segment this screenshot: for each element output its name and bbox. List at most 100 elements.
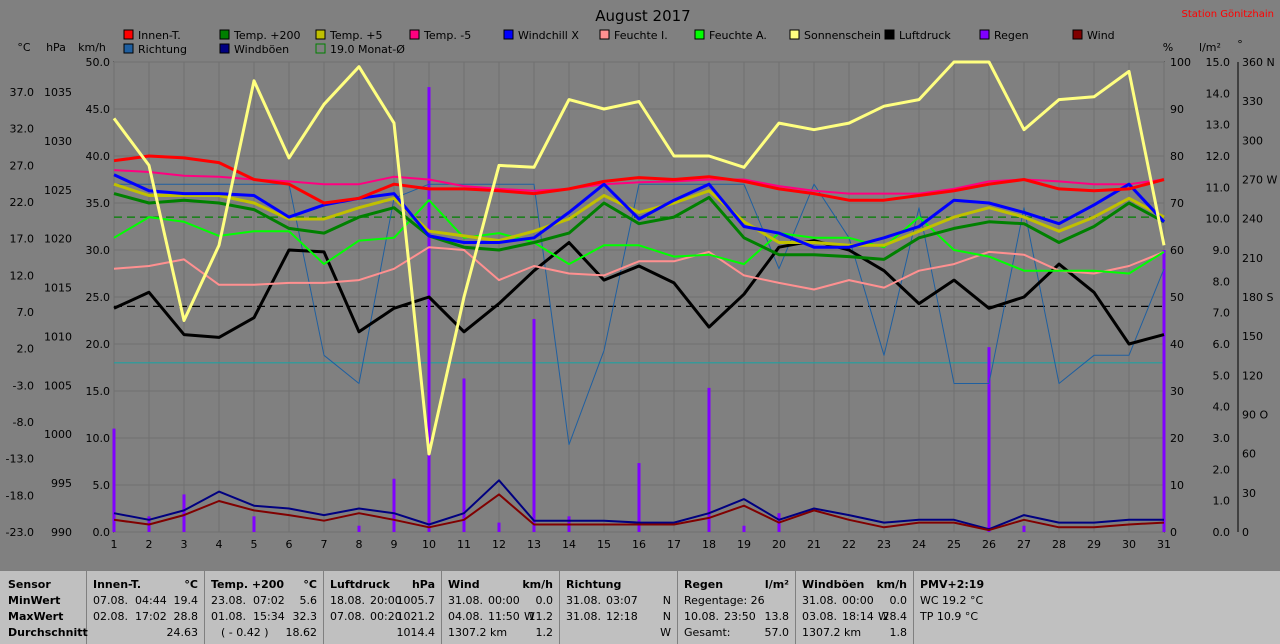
rain-bar: [357, 525, 361, 532]
tick-day: 21: [807, 538, 821, 551]
tick-direction: 240: [1242, 213, 1263, 226]
tick-temp: 27.0: [10, 159, 35, 172]
temp-max-date: 01.08.: [211, 610, 246, 623]
unit-press: hPa: [46, 41, 66, 54]
temp-unit: °C: [303, 578, 317, 591]
tick-kmh: 40.0: [86, 150, 111, 163]
innen-max-time: 17:02: [135, 610, 167, 623]
wind-avg-value: 1.2: [535, 626, 554, 639]
tick-kmh: 20.0: [86, 338, 111, 351]
tick-rain: 6.0: [1213, 338, 1231, 351]
tick-rain: 12.0: [1206, 150, 1231, 163]
tick-day: 7: [321, 538, 328, 551]
tick-temp: 37.0: [10, 86, 35, 99]
legend-swatch: [219, 43, 230, 54]
wind-min-time: 00:00: [488, 594, 520, 607]
regen-max-time: 23:50: [724, 610, 756, 623]
tick-kmh: 10.0: [86, 432, 111, 445]
tick-pct: 60: [1170, 244, 1184, 257]
rain-bar: [182, 494, 186, 532]
tick-day: 25: [947, 538, 961, 551]
tick-day: 5: [251, 538, 258, 551]
temp-avg-note: ( - 0.42 ): [221, 626, 269, 639]
tick-direction: 210: [1242, 252, 1263, 265]
tick-direction: 300: [1242, 134, 1263, 147]
legend-swatch: [315, 29, 326, 40]
tick-hpa: 1000: [44, 428, 72, 441]
wind-max-time: 11:50: [488, 610, 520, 623]
tick-rain: 15.0: [1206, 56, 1231, 69]
legend-label: Wind: [1087, 29, 1115, 42]
innen-min-time: 04:44: [135, 594, 167, 607]
legend-label: Feuchte A.: [709, 29, 767, 42]
druck-header: Luftdruck: [330, 578, 390, 591]
tick-hpa: 1025: [44, 184, 72, 197]
tick-direction: 360 N: [1242, 56, 1275, 69]
tick-day: 26: [982, 538, 996, 551]
tick-kmh: 50.0: [86, 56, 111, 69]
tick-pct: 20: [1170, 432, 1184, 445]
tick-day: 2: [146, 538, 153, 551]
tick-day: 12: [492, 538, 506, 551]
temp-min-date: 23.08.: [211, 594, 246, 607]
regentage: Regentage: 26: [684, 594, 765, 607]
druck-min-value: 1005.7: [396, 594, 436, 607]
tick-day: 13: [527, 538, 541, 551]
tick-temp: -8.0: [13, 416, 34, 429]
tick-day: 6: [286, 538, 293, 551]
tick-pct: 70: [1170, 197, 1184, 210]
tick-direction: 30: [1242, 487, 1256, 500]
tick-day: 14: [562, 538, 576, 551]
temp-min-time: 07:02: [253, 594, 285, 607]
tick-hpa: 995: [51, 477, 72, 490]
legend-label: Windchill X: [518, 29, 579, 42]
legend-swatch: [315, 43, 326, 54]
series-line-temp-200: [113, 192, 1165, 261]
tick-rain: 7.0: [1213, 307, 1231, 320]
tick-rain: 11.0: [1206, 181, 1231, 194]
rain-bar: [1022, 525, 1026, 532]
wind-distance: 1307.2 km: [448, 626, 508, 639]
series-line-sonnenschein: [112, 60, 1166, 456]
series-line-windchill-x: [113, 173, 1166, 249]
regen-unit: l/m²: [764, 578, 789, 591]
boeen-unit: km/h: [876, 578, 907, 591]
tick-kmh: 30.0: [86, 244, 111, 257]
boeen-avg-value: 1.8: [889, 626, 908, 639]
tick-hpa: 1005: [44, 379, 72, 392]
tick-day: 3: [181, 538, 188, 551]
tick-direction: 0: [1242, 526, 1249, 539]
tick-pct: 100: [1170, 56, 1191, 69]
tick-temp: -18.0: [6, 489, 34, 502]
boeen-max-time: 18:14: [842, 610, 874, 623]
richtung-max-date: 31.08.: [566, 610, 601, 623]
tick-day: 23: [877, 538, 891, 551]
temp-header: Temp. +200: [211, 578, 285, 591]
summary-col-innen: Innen-T. °C 07.08. 04:44 19.4 02.08. 17:02 28…: [87, 571, 205, 644]
tick-day: 31: [1157, 538, 1171, 551]
unit-temp: °C: [17, 41, 31, 54]
legend-swatch: [789, 29, 800, 40]
summary-col-sensor: Sensor MinWert MaxWert Durchschnitt: [0, 571, 88, 644]
tick-rain: 8.0: [1213, 275, 1231, 288]
windchill-value: WC 19.2 °C: [920, 594, 984, 607]
summary-col-wind: Wind km/h 31.08. 00:00 0.0 04.08. 11:50 W 11.2…: [442, 571, 560, 644]
innen-unit: °C: [184, 578, 198, 591]
minwert-label: MinWert: [8, 594, 61, 607]
chart-title: August 2017: [595, 7, 690, 25]
rain-bar: [987, 347, 991, 532]
tick-rain: 10.0: [1206, 213, 1231, 226]
tick-direction: 120: [1242, 369, 1263, 382]
legend-swatch: [884, 29, 895, 40]
summary-col-boeen: Windböen km/h 31.08. 00:00 0.0 03.08. 18:14 W…: [796, 571, 914, 644]
unit-speed: km/h: [78, 41, 106, 54]
wind-min-date: 31.08.: [448, 594, 483, 607]
legend-label: Luftdruck: [899, 29, 951, 42]
tick-kmh: 45.0: [86, 103, 111, 116]
tick-temp: -23.0: [6, 526, 34, 539]
druck-max-date: 07.08.: [330, 610, 365, 623]
richtung-min-date: 31.08.: [566, 594, 601, 607]
richtung-min-value: N: [662, 594, 671, 607]
rain-bar: [637, 463, 641, 532]
innen-header: Innen-T.: [93, 578, 142, 591]
